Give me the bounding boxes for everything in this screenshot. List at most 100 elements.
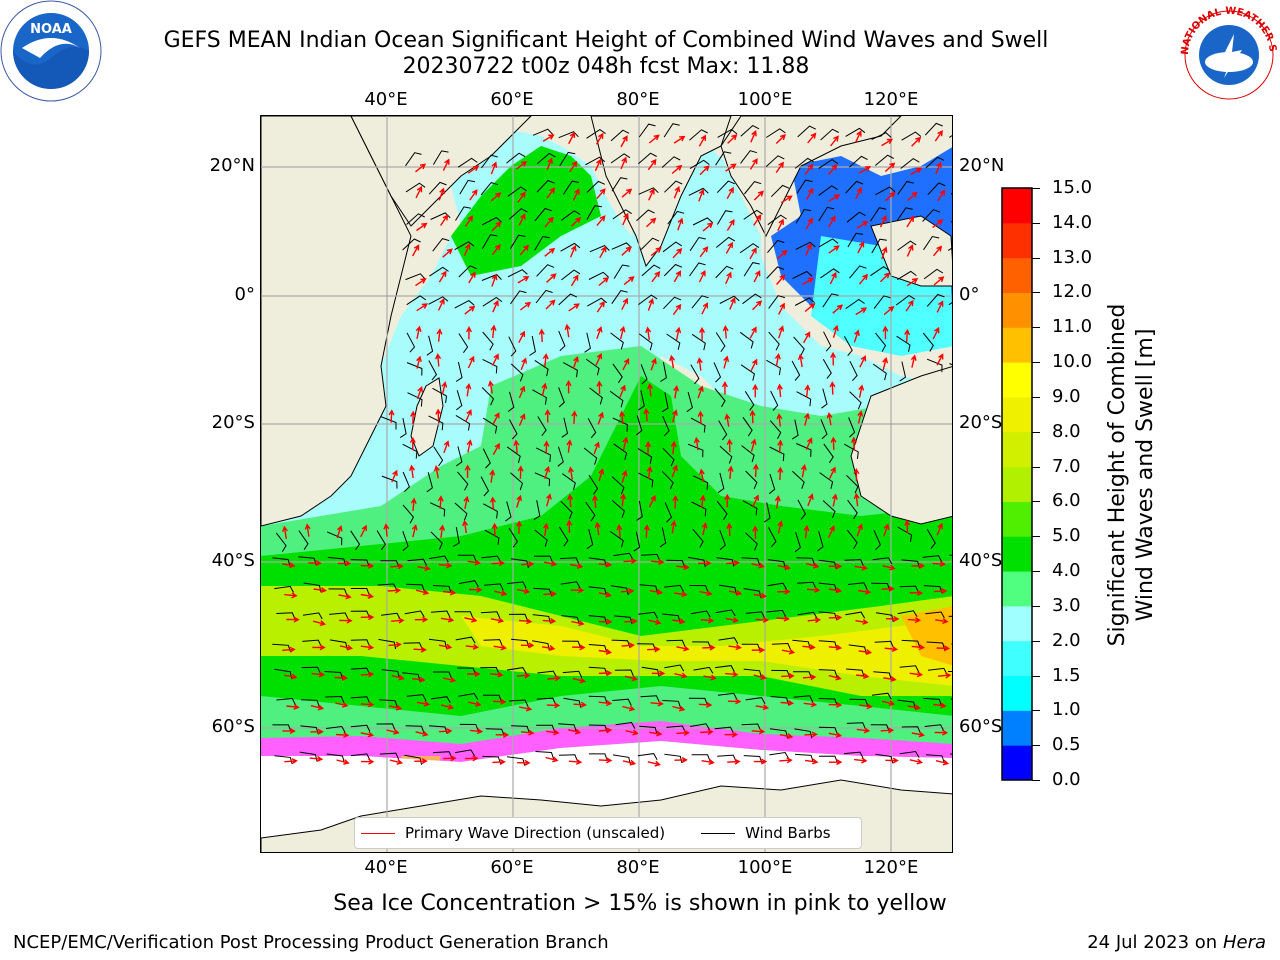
wind-barb <box>589 387 603 405</box>
wave-arrow <box>437 495 444 509</box>
wave-arrow <box>416 222 428 232</box>
lon-tick-top: 80°E <box>616 89 660 110</box>
wave-arrow <box>806 187 814 200</box>
wind-barb <box>874 640 894 648</box>
wave-arrow <box>777 439 784 454</box>
wave-arrow <box>569 563 584 569</box>
wind-barb <box>399 418 407 439</box>
wave-arrow <box>546 729 560 736</box>
wave-arrow <box>360 731 375 738</box>
wave-arrow <box>464 305 476 315</box>
wind-barb <box>797 611 818 619</box>
wind-barb <box>924 724 945 732</box>
madagascar <box>410 377 444 457</box>
wave-arrow <box>699 246 709 258</box>
wave-arrow <box>339 644 354 651</box>
wave-arrow <box>829 381 836 395</box>
colorbar-tick: 4.0 <box>1052 560 1081 582</box>
wind-barb <box>870 266 890 277</box>
wave-arrow <box>598 727 613 734</box>
colorbar-tick-mark <box>1032 605 1040 607</box>
wind-barb <box>613 552 634 560</box>
wave-arrow <box>830 135 839 147</box>
wave-arrow <box>749 409 756 424</box>
wave-arrow <box>648 495 656 508</box>
wave-arrow <box>804 731 818 738</box>
wave-arrow <box>442 158 450 171</box>
wave-arrow <box>934 129 943 142</box>
wave-arrow <box>388 409 395 423</box>
wind-barb <box>534 529 548 547</box>
wave-arrow <box>751 562 765 569</box>
wave-arrow <box>284 673 298 680</box>
wind-barb <box>481 387 495 406</box>
wave-arrow <box>391 469 398 483</box>
wave-arrow <box>725 241 733 254</box>
wind-barb <box>433 446 444 467</box>
wave-arrow <box>855 307 868 316</box>
wind-barb <box>823 331 832 352</box>
wave-arrow <box>616 523 623 538</box>
wind-barb <box>820 268 840 279</box>
wind-barb <box>350 696 371 704</box>
wind-barb <box>350 588 370 596</box>
wind-barb <box>793 671 813 679</box>
wind-barb <box>871 582 891 591</box>
wind-barb <box>455 636 476 644</box>
wind-barb <box>558 526 569 547</box>
wave-arrow <box>669 354 676 369</box>
wave-arrow <box>650 357 657 371</box>
lon-tick-top: 60°E <box>490 89 534 110</box>
wave-arrow <box>490 161 498 175</box>
wave-arrow <box>650 247 662 257</box>
wave-arrow <box>856 673 870 680</box>
wind-barb <box>899 665 920 673</box>
wave-arrow <box>360 524 367 538</box>
wind-barb <box>433 671 453 679</box>
wind-barb <box>481 154 498 169</box>
wind-barb <box>691 333 706 351</box>
wind-barb <box>376 530 387 551</box>
wind-barb <box>483 639 503 647</box>
wave-arrow <box>463 243 471 256</box>
wave-arrow <box>830 436 837 450</box>
wind-barb <box>817 531 824 552</box>
wave-arrow <box>543 590 557 597</box>
wind-barb <box>532 389 547 405</box>
wave-arrow <box>469 728 484 735</box>
wind-barb <box>428 638 447 649</box>
colorbar-tick: 1.0 <box>1052 699 1081 721</box>
wind-barb <box>536 152 556 165</box>
wind-barb <box>661 156 681 168</box>
wind-barb <box>432 585 452 594</box>
wave-arrow <box>286 616 300 623</box>
wind-barb <box>740 150 758 164</box>
wind-barb <box>381 475 398 489</box>
wind-barb <box>873 671 892 680</box>
colorbar-tick: 6.0 <box>1052 490 1081 512</box>
wave-arrow <box>828 644 843 651</box>
colorbar-tick: 8.0 <box>1052 420 1081 442</box>
wind-barb <box>612 363 623 384</box>
wave-arrow <box>599 246 607 259</box>
legend-black-line <box>701 832 736 834</box>
wave-arrow <box>699 590 713 597</box>
wave-arrow <box>492 442 500 455</box>
wave-arrow <box>570 587 585 594</box>
wave-arrow <box>438 562 453 569</box>
wave-arrow <box>416 589 430 596</box>
wind-barb <box>533 555 554 563</box>
colorbar-tick: 2.0 <box>1052 629 1081 651</box>
wind-barb <box>926 293 945 307</box>
wave-arrow <box>828 164 838 175</box>
wave-arrow <box>439 524 446 538</box>
wind-barb <box>716 500 728 521</box>
wave-arrow <box>676 729 690 736</box>
wind-barb <box>405 725 425 734</box>
wave-arrow <box>416 700 431 707</box>
wind-barb <box>740 364 755 381</box>
wind-barb <box>739 243 760 254</box>
wave-arrow <box>335 701 349 708</box>
wind-barb <box>558 330 566 352</box>
wind-barb <box>692 641 712 649</box>
